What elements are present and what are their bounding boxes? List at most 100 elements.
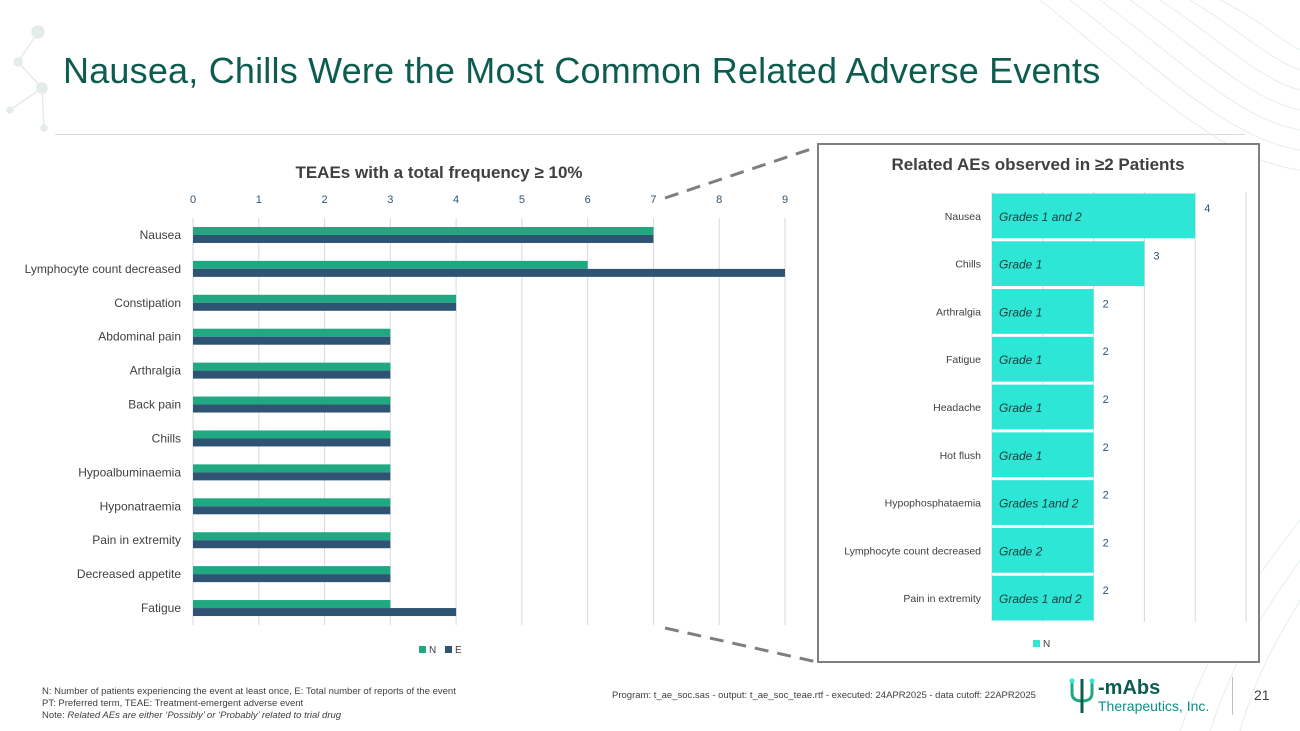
- chart2-data-label: 2: [1103, 346, 1109, 358]
- chart1-bar-N: [193, 260, 588, 269]
- chart1-category-label: Arthralgia: [130, 364, 182, 378]
- chart1-legend-swatch-E: [445, 646, 452, 653]
- chart2-bar-N: [992, 575, 1094, 621]
- chart2-grade-annotation: Grade 1: [999, 449, 1042, 463]
- chart2-data-label: 3: [1153, 251, 1159, 263]
- logo-mark-icon: [1069, 678, 1095, 713]
- chart1-bar-E: [193, 472, 391, 481]
- chart1-bar-E: [193, 268, 785, 277]
- chart1-bar-E: [193, 404, 391, 413]
- chart1-x-tick-label: 6: [585, 194, 591, 206]
- chart2-grade-annotation: Grade 1: [999, 258, 1042, 272]
- chart2-category-label: Pain in extremity: [903, 593, 981, 605]
- chart1-bar-E: [193, 438, 391, 447]
- title-divider: [55, 134, 1245, 135]
- chart2-title: Related AEs observed in ≥2 Patients: [891, 155, 1184, 174]
- chart2-bar-N: [992, 336, 1094, 382]
- chart1-bar-E: [193, 302, 457, 311]
- chart2-bar-N: [992, 432, 1094, 478]
- chart1-bar-N: [193, 328, 391, 337]
- chart2-bar-N: [992, 193, 1196, 239]
- chart2-data-label: 2: [1103, 490, 1109, 502]
- chart1-x-tick-label: 0: [190, 194, 196, 206]
- chart2-grade-annotation: Grade 1: [999, 401, 1042, 415]
- chart2-category-label: Arthralgia: [936, 306, 981, 318]
- chart1-category-label: Hyponatraemia: [100, 499, 182, 513]
- chart1-x-tick-label: 9: [782, 194, 788, 206]
- chart2-legend-swatch-N: [1033, 640, 1040, 647]
- chart1-bar-E: [193, 608, 457, 617]
- page-number: 21: [1254, 687, 1270, 703]
- logo-subtitle: Therapeutics, Inc.: [1098, 698, 1210, 714]
- chart2-data-label: 2: [1103, 585, 1109, 597]
- footnote-note: Note: Related AEs are either ‘Possibly’ …: [42, 710, 456, 722]
- chart1-bar-E: [193, 506, 391, 515]
- chart2-bar-N: [992, 480, 1094, 525]
- chart1-category-label: Constipation: [114, 296, 181, 310]
- program-info: Program: t_ae_soc.sas - output: t_ae_soc…: [612, 690, 1036, 701]
- chart1-category-label: Pain in extremity: [92, 533, 181, 547]
- molecule-decoration: [6, 25, 48, 132]
- chart1-bar-E: [193, 574, 391, 583]
- note-prefix: Note:: [42, 710, 68, 721]
- logo-name: -mAbs: [1098, 677, 1161, 699]
- chart1-bar-N: [193, 430, 391, 439]
- chart2-bar-N: [992, 384, 1094, 430]
- chart2-category-label: Nausea: [945, 211, 981, 223]
- chart2-bar-N: [992, 527, 1094, 573]
- chart2-grade-annotation: Grade 2: [999, 544, 1043, 558]
- chart1-category-label: Back pain: [128, 398, 181, 412]
- chart2-grade-annotation: Grades 1 and 2: [999, 592, 1082, 606]
- zoom-connector-line: [664, 145, 818, 200]
- chart1-category-label: Lymphocyte count decreased: [25, 262, 181, 276]
- chart1-bar-N: [193, 566, 391, 575]
- chart2-bar-N: [992, 289, 1094, 334]
- chart2-category-label: Chills: [955, 259, 981, 271]
- chart2-category-label: Lymphocyte count decreased: [844, 545, 981, 557]
- chart2-category-label: Fatigue: [946, 354, 981, 366]
- company-logo: -mAbs Therapeutics, Inc.: [1068, 675, 1218, 717]
- chart1-x-tick-label: 8: [716, 194, 722, 206]
- chart1-category-label: Decreased appetite: [77, 567, 181, 581]
- chart1-legend-swatch-N: [419, 646, 426, 653]
- slide-title: Nausea, Chills Were the Most Common Rela…: [63, 50, 1101, 91]
- chart1-title: TEAEs with a total frequency ≥ 10%: [295, 163, 582, 182]
- chart2-data-label: 2: [1103, 298, 1109, 310]
- chart1-legend-label-N: N: [429, 645, 436, 656]
- chart1-category-label: Hypoalbuminaemia: [78, 465, 181, 479]
- chart1-bar-E: [193, 336, 391, 345]
- chart1-category-label: Fatigue: [141, 601, 181, 615]
- footnote-line: PT: Preferred term, TEAE: Treatment-emer…: [42, 698, 304, 709]
- chart2-category-label: Hypophosphataemia: [885, 498, 981, 510]
- footnote-block: N: Number of patients experiencing the e…: [42, 686, 456, 722]
- chart1-legend-label-E: E: [455, 645, 462, 656]
- chart1-x-tick-label: 7: [650, 194, 656, 206]
- chart1-category-label: Abdominal pain: [98, 330, 181, 344]
- chart1-x-tick-label: 3: [387, 194, 393, 206]
- chart2-data-label: 4: [1204, 203, 1210, 215]
- chart1-category-label: Chills: [152, 431, 181, 445]
- chart1-bar-N: [193, 498, 391, 507]
- chart1-bar-N: [193, 464, 391, 473]
- chart2-grade-annotation: Grade 1: [999, 353, 1042, 367]
- chart1-x-tick-label: 1: [256, 194, 262, 206]
- chart1-bar-E: [193, 370, 391, 379]
- chart1-bar-N: [193, 600, 391, 609]
- zoom-connector-line: [664, 626, 818, 664]
- chart1-bar-N: [193, 532, 391, 541]
- chart2-data-label: 2: [1103, 442, 1109, 454]
- chart1-x-tick-label: 4: [453, 194, 459, 206]
- chart2-legend: N: [1033, 639, 1050, 650]
- chart1-bar-N: [193, 294, 457, 303]
- chart2-grade-annotation: Grade 1: [999, 305, 1042, 319]
- chart1-category-label: Nausea: [140, 228, 182, 242]
- chart1-bar-N: [193, 226, 654, 235]
- chart1-bar-E: [193, 234, 654, 243]
- footnote-line: N: Number of patients experiencing the e…: [42, 686, 456, 697]
- chart2-grade-annotation: Grades 1and 2: [999, 497, 1079, 511]
- chart1-x-tick-label: 2: [321, 194, 327, 206]
- chart1-x-tick-label: 5: [519, 194, 525, 206]
- note-text: Related AEs are either ‘Possibly’ or ‘Pr…: [67, 710, 342, 721]
